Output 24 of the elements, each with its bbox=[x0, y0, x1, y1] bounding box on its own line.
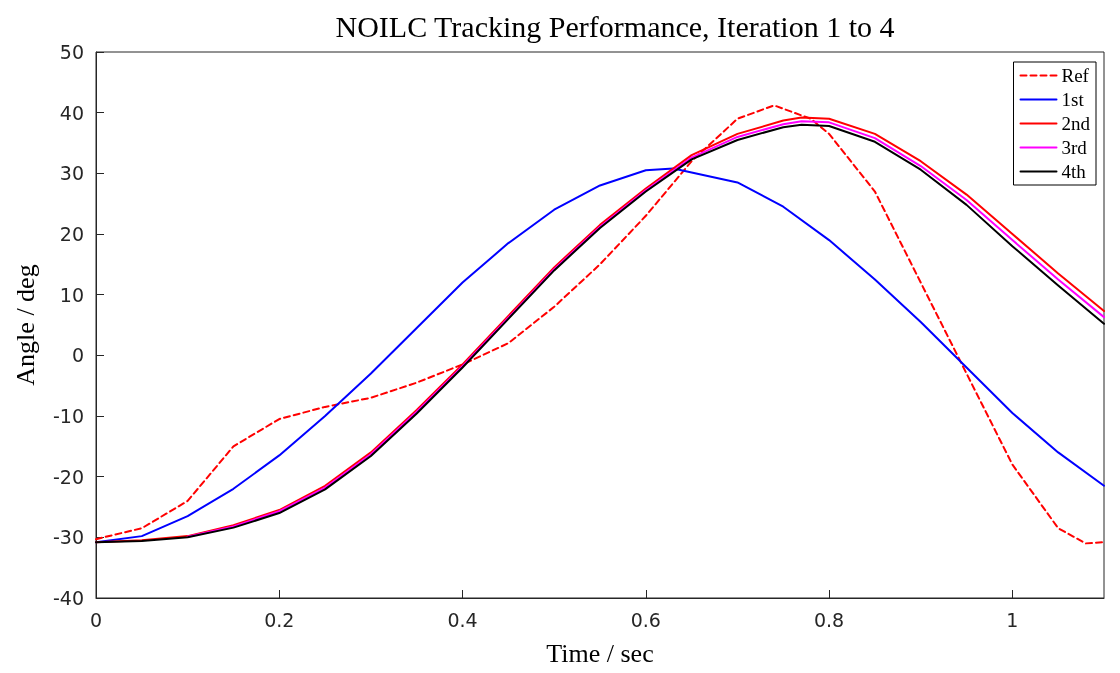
y-axis-title: Angle / deg bbox=[10, 264, 40, 386]
y-tick-label: 10 bbox=[59, 283, 84, 306]
y-tick-label: 20 bbox=[59, 223, 84, 245]
chart-title: NOILC Tracking Performance, Iteration 1 to 4 bbox=[335, 9, 895, 43]
legend-label: 3rd bbox=[1061, 137, 1088, 158]
y-tick-label: 50 bbox=[59, 41, 84, 63]
y-tick-label: -30 bbox=[52, 526, 84, 549]
legend-label: 4th bbox=[1061, 161, 1087, 182]
y-tick-label: 30 bbox=[59, 162, 84, 185]
x-tick-label: 0.2 bbox=[264, 608, 295, 631]
legend-label: 2nd bbox=[1061, 113, 1091, 134]
y-tick-label: -40 bbox=[52, 587, 84, 609]
y-tick-label: -20 bbox=[52, 465, 84, 488]
y-tick-label: 40 bbox=[59, 101, 84, 124]
y-tick-label: -10 bbox=[52, 405, 84, 427]
y-tick-label: 0 bbox=[71, 344, 84, 367]
x-axis-title: Time / sec bbox=[546, 638, 654, 668]
x-tick-label: 0 bbox=[89, 608, 103, 631]
x-tick-label: 0.6 bbox=[630, 608, 661, 631]
legend-label: 1st bbox=[1061, 89, 1085, 110]
x-tick-label: 0.4 bbox=[447, 608, 478, 631]
x-tick-label: 0.8 bbox=[813, 608, 845, 631]
legend-label: Ref bbox=[1061, 65, 1090, 86]
x-tick-label: 1 bbox=[1006, 608, 1019, 631]
